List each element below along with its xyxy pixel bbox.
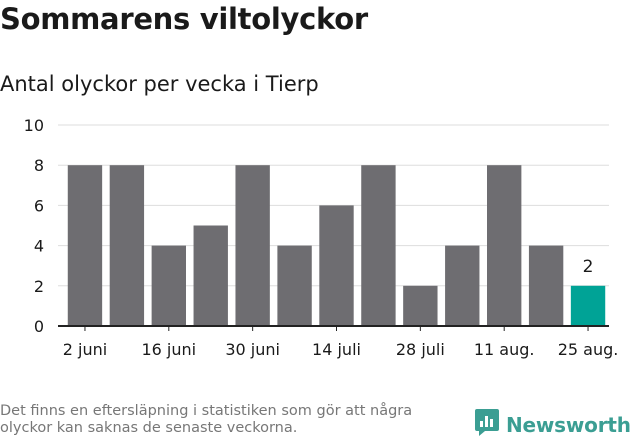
- bars: [67, 165, 606, 326]
- chart-subtitle: Antal olyckor per vecka i Tierp: [0, 72, 319, 96]
- bar: [528, 245, 564, 326]
- chart-logo-icon: [474, 408, 500, 441]
- data-label: 2: [583, 257, 594, 277]
- x-tick-label: 11 aug.: [474, 340, 535, 359]
- brand-logo: Newsworthy: [474, 408, 631, 441]
- x-axis: 2 juni 16 juni 30 juni 14 juli 28 juli 11 aug…: [58, 325, 619, 359]
- y-axis: 0 2 4 6 8 10: [24, 116, 44, 336]
- x-tick-label: 30 juni: [225, 340, 280, 359]
- x-tick-label: 28 juli: [396, 340, 445, 359]
- x-tick-label: 25 aug.: [558, 340, 619, 359]
- bar: [570, 285, 606, 326]
- x-tick-label: 2 juni: [63, 340, 107, 359]
- bar: [319, 205, 354, 326]
- data-labels: 2: [583, 257, 594, 277]
- bar: [67, 165, 103, 326]
- bar: [277, 245, 312, 326]
- bar: [445, 245, 480, 326]
- bar-chart: 2 0 2 4 6 8 10 2 juni 16 juni 30 juni 14 juli 28 …: [24, 116, 619, 359]
- bar: [403, 285, 438, 326]
- y-tick-label: 6: [34, 196, 44, 215]
- y-tick-label: 4: [34, 237, 44, 256]
- brand-name: Newsworthy: [506, 412, 631, 437]
- bar: [109, 165, 145, 326]
- footnote: Det finns en eftersläpning i statistiken…: [0, 403, 413, 436]
- bar: [151, 245, 186, 326]
- y-tick-label: 0: [34, 317, 44, 336]
- bar: [487, 165, 522, 326]
- bar: [193, 225, 228, 326]
- y-tick-label: 8: [34, 156, 44, 175]
- bar: [235, 165, 270, 326]
- x-tick-label: 14 juli: [312, 340, 361, 359]
- chart-title: Sommarens viltolyckor: [0, 2, 368, 36]
- y-tick-label: 2: [34, 277, 44, 296]
- x-tick-label: 16 juni: [141, 340, 196, 359]
- y-tick-label: 10: [24, 116, 44, 135]
- bar: [361, 165, 396, 326]
